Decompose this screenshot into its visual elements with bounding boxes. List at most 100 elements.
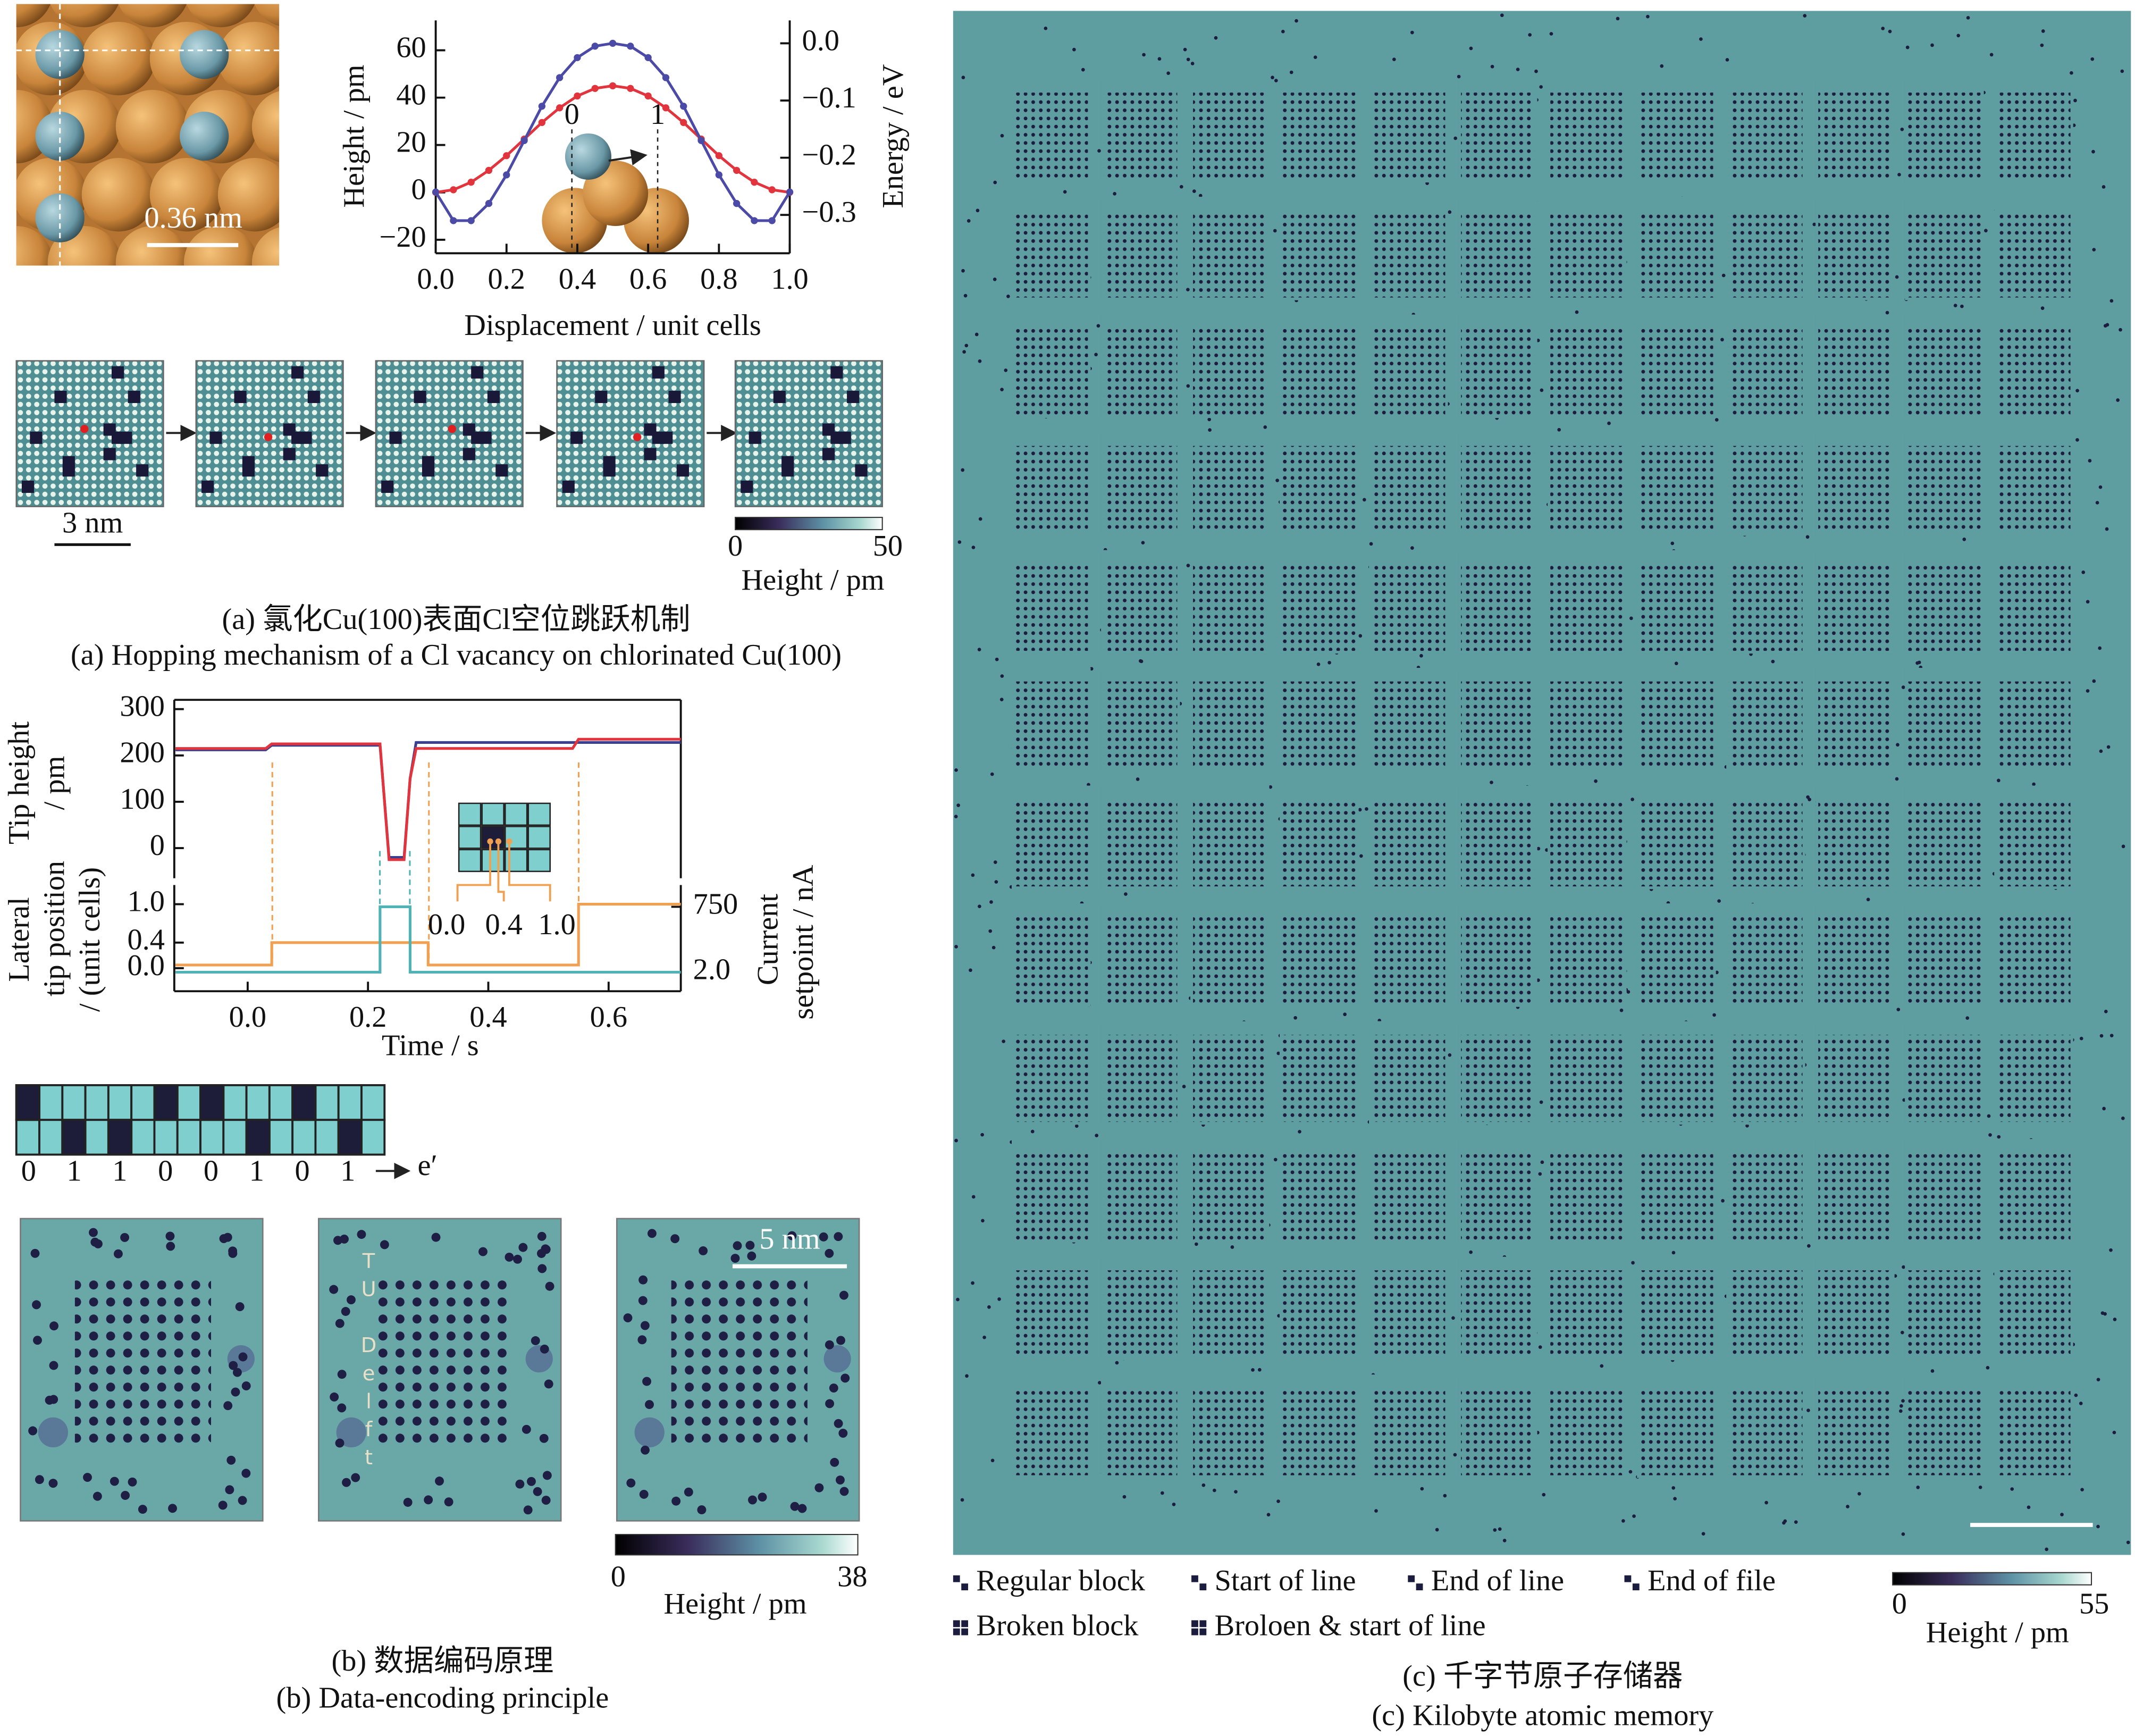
caption: (a) 氯化Cu(100)表面Cl空位跳跃机制 — [222, 603, 691, 636]
data-block — [1640, 1388, 1713, 1475]
atom-dot — [1006, 295, 1010, 298]
atom-dot — [1004, 368, 1008, 372]
data-block — [1550, 1035, 1624, 1122]
legend-icon — [1191, 1620, 1198, 1628]
colorbar-tick-label: 38 — [837, 1560, 867, 1593]
atom-dot — [641, 1445, 650, 1455]
atom-dot — [997, 1297, 1001, 1301]
atom-dot — [1419, 654, 1423, 658]
vacancy — [487, 390, 500, 403]
atom-dot — [1097, 149, 1101, 153]
atom-dot — [1539, 85, 1543, 89]
atom-dot — [978, 359, 982, 363]
y-tick-label: 0 — [150, 829, 165, 862]
atom-dot — [978, 904, 981, 909]
data-block — [1640, 1152, 1713, 1240]
atom-dot — [971, 546, 976, 549]
atom-dot — [954, 945, 958, 949]
grid-cell — [527, 849, 551, 873]
colorbar — [1892, 1572, 2092, 1586]
atom-dot — [1900, 127, 1904, 131]
point — [680, 103, 687, 110]
data-block — [1997, 799, 2071, 887]
atom-dot — [2088, 459, 2092, 463]
vacancy — [307, 390, 320, 403]
data-block — [1997, 1035, 2071, 1122]
vacancy — [463, 423, 475, 436]
atom-dot — [647, 1229, 657, 1238]
atom-dot — [623, 1313, 633, 1323]
atom-dot — [542, 1471, 552, 1480]
atom-dot — [1293, 1016, 1297, 1020]
tip-mark — [506, 838, 512, 845]
atom-dot — [539, 1433, 549, 1443]
atom-dot — [165, 1231, 175, 1241]
atom-dot — [1721, 1199, 1725, 1203]
bit-cell — [337, 1084, 363, 1121]
vacancy — [299, 431, 312, 444]
atom-dot — [33, 1336, 42, 1345]
vacancy — [209, 431, 222, 444]
atom-dot — [1960, 304, 1964, 308]
atom-dot — [797, 1504, 807, 1513]
atom-dot — [1295, 19, 1298, 23]
atom-dot — [2079, 1036, 2083, 1041]
atom-dot — [380, 1240, 389, 1249]
data-block — [1550, 564, 1624, 651]
atom-dot — [993, 180, 997, 184]
atom-dot — [1846, 1505, 1850, 1508]
atom-dot — [976, 208, 980, 213]
atom-dot — [834, 1419, 843, 1428]
atom-dot — [2010, 1487, 2014, 1491]
cu-atom — [217, 158, 280, 232]
atom-dot — [834, 1232, 843, 1242]
legend-icon — [1416, 1583, 1423, 1590]
atom-dot — [1607, 421, 1611, 425]
vacancy — [120, 431, 132, 444]
atom-dot — [961, 269, 965, 273]
atom-dot — [1538, 1345, 1542, 1349]
atom-dot — [839, 1290, 848, 1300]
atom-dot — [1214, 36, 1218, 40]
atom-dot — [697, 1505, 707, 1515]
atom-dot — [357, 1230, 366, 1239]
y-tick-label: 20 — [396, 126, 426, 159]
atom-dot — [228, 1248, 238, 1258]
y2-tick-label: −0.1 — [802, 81, 856, 114]
atom-dot — [32, 1300, 41, 1310]
atom-dot — [1900, 1330, 1904, 1335]
atom-dot — [1745, 1123, 1749, 1128]
point — [715, 152, 722, 160]
data-block — [1907, 564, 1981, 651]
atom-dot — [1095, 1134, 1099, 1137]
atom-dot — [1186, 384, 1190, 388]
atom-dot — [1536, 846, 1541, 851]
atom-dot — [218, 1500, 228, 1510]
data-block — [1907, 446, 1981, 533]
bit-cell — [84, 1119, 110, 1156]
legend-label: End of file — [1648, 1564, 1776, 1597]
inset-grid — [456, 802, 551, 902]
data-block — [1818, 564, 1892, 651]
x-tick-label: 0.6 — [590, 1001, 627, 1034]
vacancy — [749, 431, 761, 444]
grid-cell — [458, 849, 482, 873]
data-block — [1729, 1152, 1803, 1240]
atom-dot — [1771, 659, 1775, 664]
atom-dot — [1989, 53, 1994, 57]
colorbar-label: Height / pm — [663, 1588, 806, 1621]
atom-dot — [168, 1504, 177, 1513]
point — [538, 103, 546, 110]
y2-tick-label: −0.2 — [802, 139, 856, 172]
atom-dot — [1631, 1261, 1635, 1265]
data-block — [1193, 917, 1267, 1004]
inset-label: 0.0 — [428, 908, 465, 941]
point — [627, 85, 634, 92]
atom-dot — [2075, 438, 2079, 442]
data-block — [1729, 564, 1803, 651]
data-block — [1282, 210, 1356, 298]
vacancy — [234, 390, 247, 403]
caption: (a) Hopping mechanism of a Cl vacancy on… — [71, 639, 842, 672]
atom-dot — [1198, 194, 1203, 198]
